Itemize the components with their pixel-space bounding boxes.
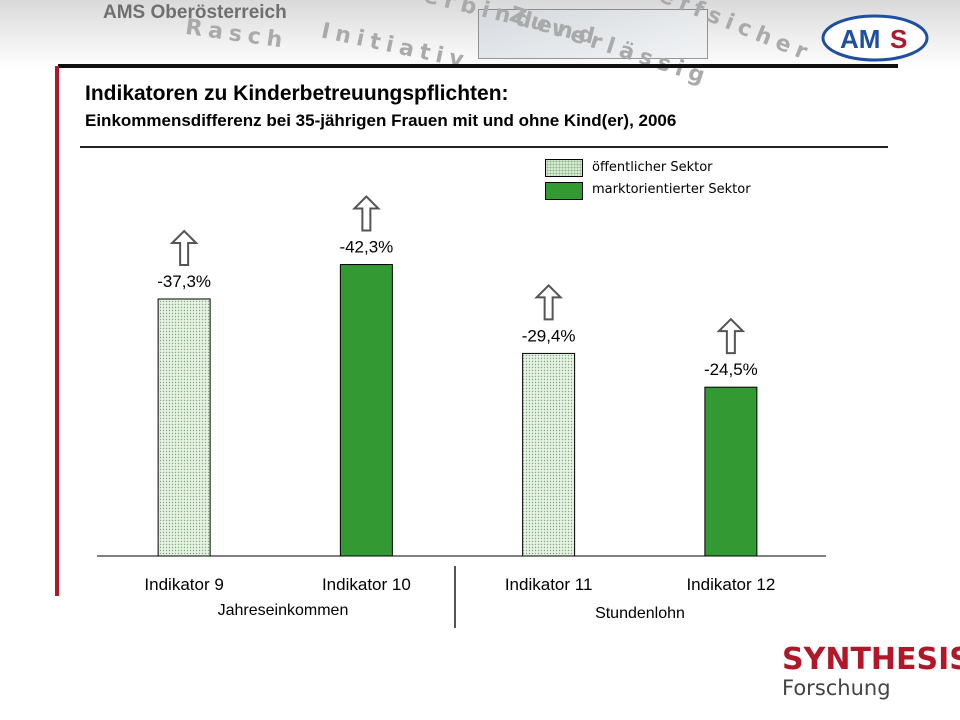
x-tick-label: Indikator 10: [322, 575, 411, 594]
bar: [704, 386, 758, 557]
left-accent-bar: [55, 66, 59, 596]
data-label: -24,5%: [704, 360, 758, 379]
legend-swatch-public: [545, 159, 583, 177]
x-tick-label: Indikator 11: [505, 575, 593, 594]
legend-label-market: marktorientierter Sektor: [592, 182, 751, 197]
slide-subtitle: Einkommensdifferenz bei 35-jährigen Frau…: [85, 111, 677, 130]
ams-logo-text-s: S: [890, 24, 907, 54]
arrow-up-icon: [716, 317, 746, 355]
arrow-up-icon: [351, 195, 381, 232]
header-rule: [58, 64, 898, 68]
data-label: -29,4%: [522, 326, 576, 345]
slide-title: Indikatoren zu Kinderbetreuungspflichten…: [85, 82, 509, 105]
header-photo: [478, 9, 708, 59]
x-tick-label: Indikator 9: [144, 575, 223, 594]
arrow-up-icon: [169, 229, 199, 266]
legend-swatch-market: [545, 182, 583, 200]
group-label: Jahreseinkommen: [218, 602, 349, 619]
arrow-up-icon: [534, 284, 564, 321]
ams-logo: AM S: [821, 14, 929, 62]
data-label: -42,3%: [339, 238, 393, 257]
synthesis-logo-division: Forschung: [782, 676, 891, 700]
header-org-name: AMS Oberösterreich: [103, 2, 287, 23]
legend-label-public: öffentlicher Sektor: [592, 160, 713, 175]
x-tick-label: Indikator 12: [686, 575, 775, 594]
bar: [522, 352, 576, 557]
title-underline: [80, 146, 888, 148]
header-banner: AMS Oberösterreich Rasch Initiativ Verbi…: [0, 0, 960, 91]
data-label: -37,3%: [157, 272, 211, 291]
bar: [157, 298, 211, 557]
group-label: Stundenlohn: [595, 605, 685, 622]
bar: [339, 264, 393, 557]
synthesis-logo-name: SYNTHESIS: [782, 642, 960, 677]
ams-logo-text: AM: [840, 24, 880, 54]
